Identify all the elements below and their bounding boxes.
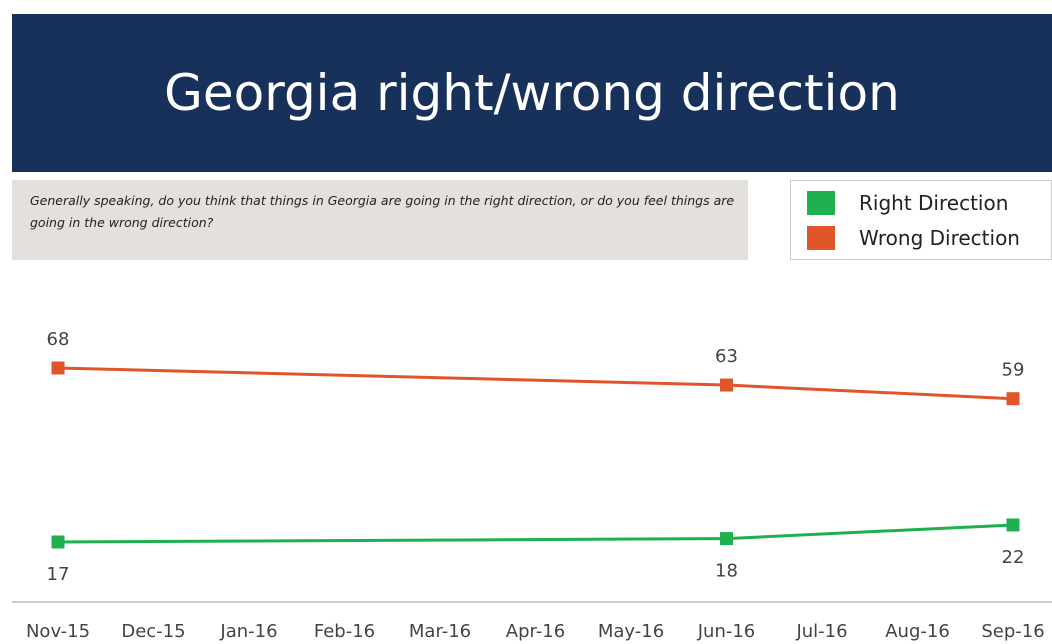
x-tick-label: Sep-16 xyxy=(981,621,1044,642)
line-segment xyxy=(726,383,1014,401)
legend-item: Right Direction xyxy=(807,191,1008,215)
x-tick-label: Mar-16 xyxy=(409,621,471,642)
x-tick-label: Jul-16 xyxy=(795,621,847,642)
legend-swatch xyxy=(807,191,835,215)
x-tick-label: Aug-16 xyxy=(885,621,950,642)
data-label: 59 xyxy=(1002,360,1025,381)
legend-label: Right Direction xyxy=(859,191,1009,215)
x-tick-label: Nov-15 xyxy=(26,621,90,642)
x-tick-label: Dec-15 xyxy=(121,621,185,642)
line-segment xyxy=(726,523,1014,541)
legend-label: Wrong Direction xyxy=(859,226,1020,250)
legend-item: Wrong Direction xyxy=(807,226,1020,250)
point-marker xyxy=(720,532,733,546)
x-tick-label: Jan-16 xyxy=(219,621,277,642)
point-marker xyxy=(1006,392,1020,406)
data-label: 22 xyxy=(1002,547,1025,568)
x-tick-label: Feb-16 xyxy=(314,621,375,642)
point-marker xyxy=(720,378,733,392)
data-label: 68 xyxy=(47,329,70,350)
legend: Right Direction Wrong Direction xyxy=(790,180,1052,260)
point-marker xyxy=(1006,518,1020,532)
line-segment xyxy=(57,537,727,544)
point-marker xyxy=(51,361,65,375)
point-marker xyxy=(51,535,65,549)
subtitle: Generally speaking, do you think that th… xyxy=(12,180,748,260)
data-label: 63 xyxy=(715,346,738,367)
data-label: 18 xyxy=(715,561,738,582)
x-tick-label: May-16 xyxy=(598,621,664,642)
data-label: 17 xyxy=(47,564,70,585)
chart-title: Georgia right/wrong direction xyxy=(12,14,1052,172)
x-tick-label: Jun-16 xyxy=(697,621,756,642)
legend-swatch xyxy=(807,226,835,250)
line-segment xyxy=(57,366,727,387)
x-tick-label: Apr-16 xyxy=(506,621,565,642)
